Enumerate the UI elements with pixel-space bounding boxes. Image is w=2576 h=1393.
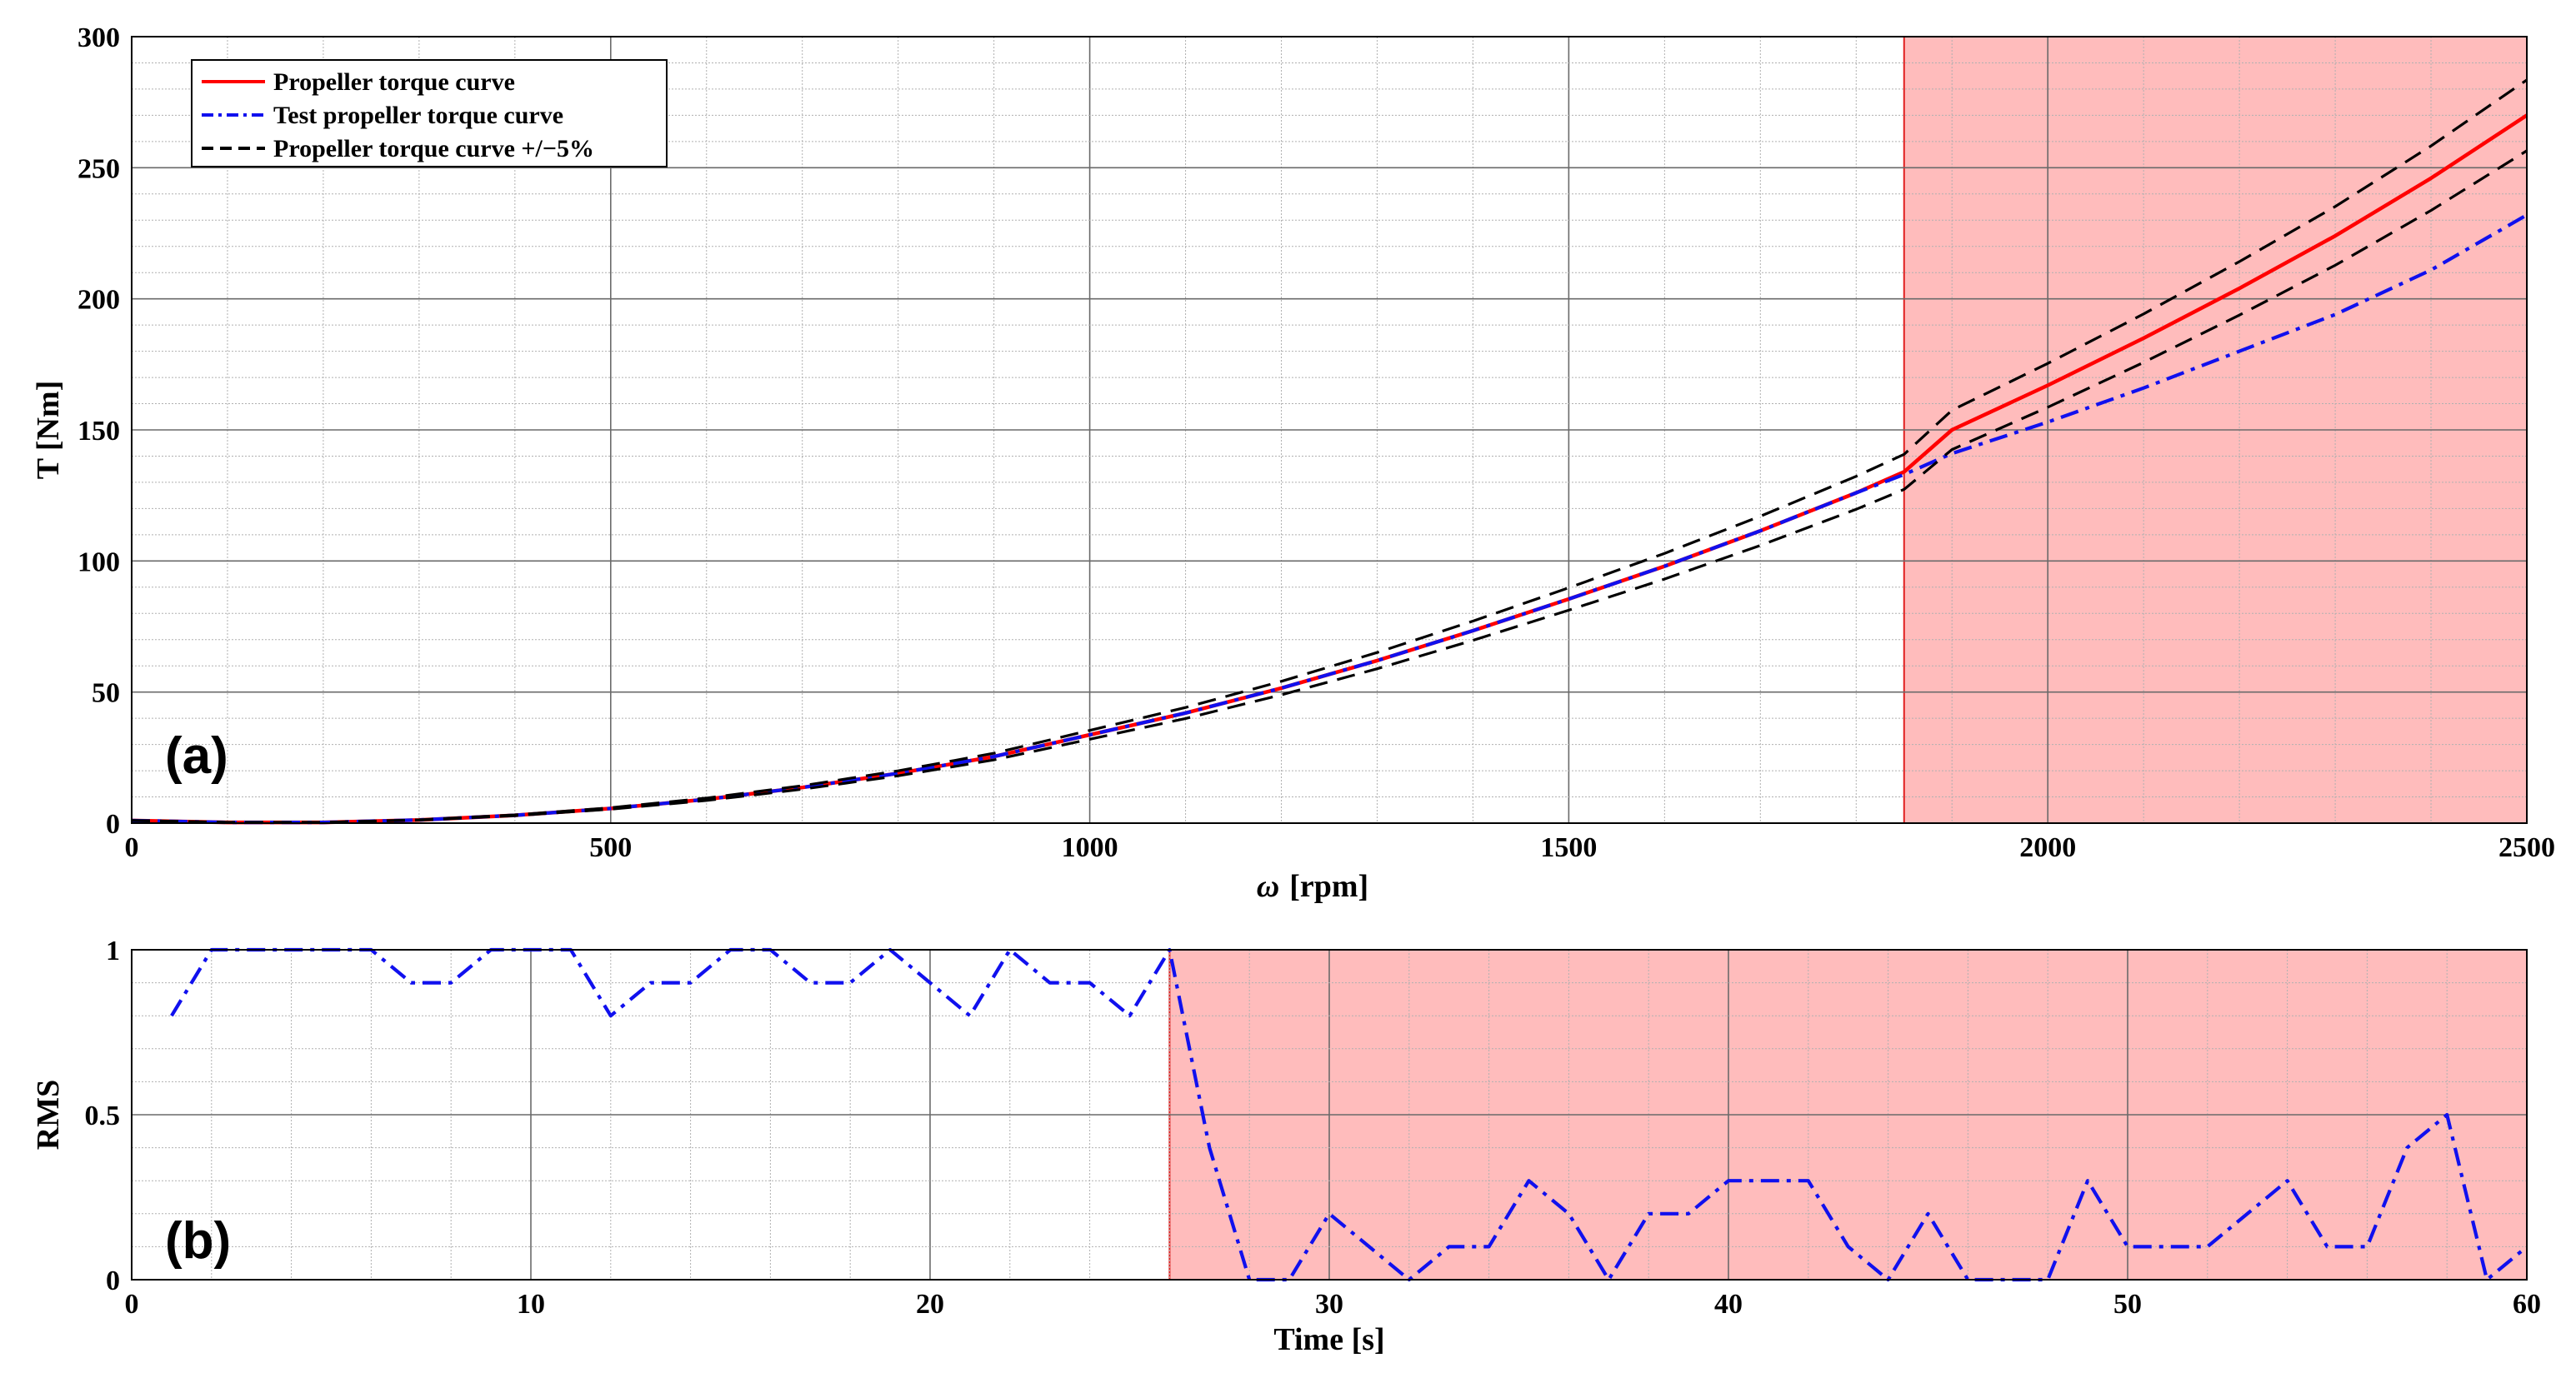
x-tick-label: 0: [125, 832, 139, 863]
panel-label-a: (a): [165, 727, 228, 785]
y-tick-label: 50: [92, 678, 120, 709]
y-tick-label: 150: [78, 416, 120, 447]
x-tick-label: 40: [1714, 1289, 1743, 1320]
rms-plot-frame: [131, 949, 2528, 1281]
torque-chart: 0 500 1000 1500 2000 2500 0 50 100 150 200 250 300 T…: [31, 22, 2555, 904]
y-tick-label: 0.5: [85, 1101, 121, 1131]
rms-x-axis-label: Time [s]: [1273, 1322, 1384, 1357]
x-tick-label: 60: [2513, 1289, 2541, 1320]
legend-entry-label: Propeller torque curve +/−5%: [273, 135, 594, 162]
torque-y-axis-label: T [Nm]: [31, 381, 66, 480]
x-tick-label: 0: [125, 1289, 139, 1320]
legend-entry-label: Test propeller torque curve: [273, 102, 563, 129]
x-tick-label: 30: [1315, 1289, 1343, 1320]
y-tick-label: 100: [78, 547, 120, 577]
y-tick-label: 250: [78, 153, 120, 184]
x-tick-label: 2500: [2498, 832, 2555, 863]
x-tick-label: 20: [916, 1289, 944, 1320]
series-line-1: [131, 213, 2528, 825]
x-tick-label: 50: [2113, 1289, 2142, 1320]
y-tick-label: 1: [106, 936, 120, 966]
legend-entry-label: Propeller torque curve: [273, 68, 515, 96]
series-tolerance-band: [131, 78, 2528, 824]
series-tolerance-band: [131, 149, 2528, 824]
x-tick-label: 10: [517, 1289, 545, 1320]
omega-symbol: ω: [1257, 869, 1279, 904]
y-tick-label: 200: [78, 285, 120, 316]
torque-x-axis-label: ω [rpm]: [1257, 869, 1368, 904]
y-tick-label: 300: [78, 22, 120, 53]
rpm-unit: [rpm]: [1289, 869, 1368, 904]
torque-plot-frame: [131, 36, 2528, 824]
x-tick-label: 500: [589, 832, 632, 863]
legend-box: [191, 59, 668, 167]
torque-series: [131, 78, 2528, 825]
panel-label-b: (b): [165, 1212, 231, 1270]
y-tick-label: 0: [106, 809, 120, 840]
rms-chart: 0 10 20 30 40 50 60 0 0.5 1 RMS Time [s] (b): [31, 936, 2541, 1357]
x-tick-label: 1000: [1062, 832, 1118, 863]
y-tick-label: 0: [106, 1266, 120, 1296]
torque-legend: Propeller torque curve Test propeller tor…: [191, 59, 668, 167]
x-tick-label: 2000: [2019, 832, 2076, 863]
rms-y-axis-label: RMS: [31, 1080, 66, 1150]
rms-tick-labels: 0 10 20 30 40 50 60 0 0.5 1: [85, 936, 2542, 1320]
x-tick-label: 1500: [1540, 832, 1597, 863]
torque-tick-labels: 0 500 1000 1500 2000 2500 0 50 100 150 200 250 300: [78, 22, 2555, 863]
